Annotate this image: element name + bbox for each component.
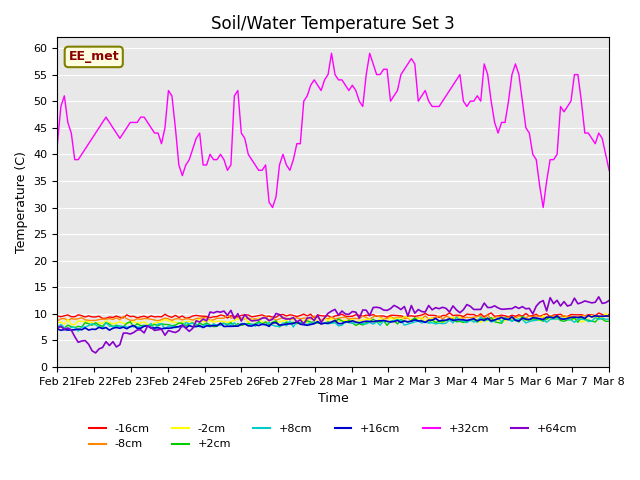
+2cm	[605, 318, 613, 324]
+2cm	[54, 323, 61, 329]
Legend: -16cm, -8cm, -2cm, +2cm, +8cm, +16cm, +32cm, +64cm: -16cm, -8cm, -2cm, +2cm, +8cm, +16cm, +3…	[85, 420, 582, 454]
-8cm	[362, 314, 370, 320]
+64cm	[92, 350, 99, 356]
Line: +16cm: +16cm	[58, 315, 609, 330]
+16cm	[362, 318, 370, 324]
-2cm	[362, 316, 370, 322]
+2cm	[584, 317, 592, 323]
-8cm	[584, 313, 592, 319]
-16cm	[310, 316, 318, 322]
-2cm	[54, 320, 61, 325]
+64cm	[508, 306, 516, 312]
+8cm	[511, 317, 519, 323]
-16cm	[415, 313, 422, 319]
-16cm	[511, 313, 519, 319]
-2cm	[168, 319, 176, 325]
-16cm	[584, 312, 592, 318]
+32cm	[164, 88, 172, 94]
+32cm	[584, 130, 592, 136]
Line: +2cm: +2cm	[58, 316, 609, 328]
+2cm	[213, 324, 221, 329]
+8cm	[477, 314, 484, 320]
+32cm	[511, 61, 519, 67]
+64cm	[362, 307, 370, 313]
+64cm	[415, 307, 422, 312]
+32cm	[605, 168, 613, 173]
Line: +32cm: +32cm	[58, 53, 609, 207]
-16cm	[54, 313, 61, 319]
-8cm	[223, 312, 231, 318]
+64cm	[168, 329, 176, 335]
-16cm	[605, 312, 613, 317]
+8cm	[415, 318, 422, 324]
+8cm	[168, 323, 176, 329]
+32cm	[269, 204, 276, 210]
+2cm	[362, 320, 370, 325]
+64cm	[54, 325, 61, 331]
-2cm	[602, 311, 609, 316]
+64cm	[581, 298, 589, 304]
+16cm	[213, 323, 221, 329]
+64cm	[213, 309, 221, 314]
+2cm	[61, 325, 68, 331]
-2cm	[508, 314, 516, 320]
Line: +8cm: +8cm	[58, 317, 609, 331]
+16cm	[415, 318, 422, 324]
Line: -2cm: -2cm	[58, 313, 609, 324]
-16cm	[164, 313, 172, 319]
+16cm	[54, 326, 61, 332]
+64cm	[595, 294, 602, 300]
+2cm	[518, 313, 526, 319]
-8cm	[164, 316, 172, 322]
+32cm	[210, 157, 218, 163]
+8cm	[74, 328, 82, 334]
+2cm	[415, 318, 422, 324]
Line: +64cm: +64cm	[58, 297, 609, 353]
+16cm	[581, 315, 589, 321]
-16cm	[445, 310, 453, 316]
Text: EE_met: EE_met	[68, 50, 119, 63]
+16cm	[57, 327, 65, 333]
+32cm	[328, 50, 335, 56]
+64cm	[605, 298, 613, 303]
+16cm	[168, 325, 176, 331]
-8cm	[210, 317, 218, 323]
+32cm	[366, 50, 374, 56]
-8cm	[54, 318, 61, 324]
-2cm	[415, 316, 422, 322]
+16cm	[508, 314, 516, 320]
+8cm	[584, 319, 592, 324]
Title: Soil/Water Temperature Set 3: Soil/Water Temperature Set 3	[211, 15, 455, 33]
-8cm	[408, 318, 415, 324]
Y-axis label: Temperature (C): Temperature (C)	[15, 151, 28, 253]
-2cm	[605, 313, 613, 319]
+16cm	[605, 313, 613, 319]
X-axis label: Time: Time	[318, 392, 349, 405]
-8cm	[511, 315, 519, 321]
+32cm	[54, 141, 61, 146]
Line: -16cm: -16cm	[58, 313, 609, 319]
-2cm	[71, 322, 79, 327]
Line: -8cm: -8cm	[58, 315, 609, 321]
+8cm	[54, 325, 61, 331]
+2cm	[168, 323, 176, 329]
-16cm	[210, 314, 218, 320]
+8cm	[213, 323, 221, 328]
+8cm	[605, 316, 613, 322]
-2cm	[581, 318, 589, 324]
+32cm	[418, 93, 426, 99]
-8cm	[418, 316, 426, 322]
+16cm	[584, 312, 592, 318]
-8cm	[605, 314, 613, 320]
-2cm	[213, 318, 221, 324]
+2cm	[508, 318, 516, 324]
-16cm	[362, 312, 370, 318]
+8cm	[362, 321, 370, 327]
